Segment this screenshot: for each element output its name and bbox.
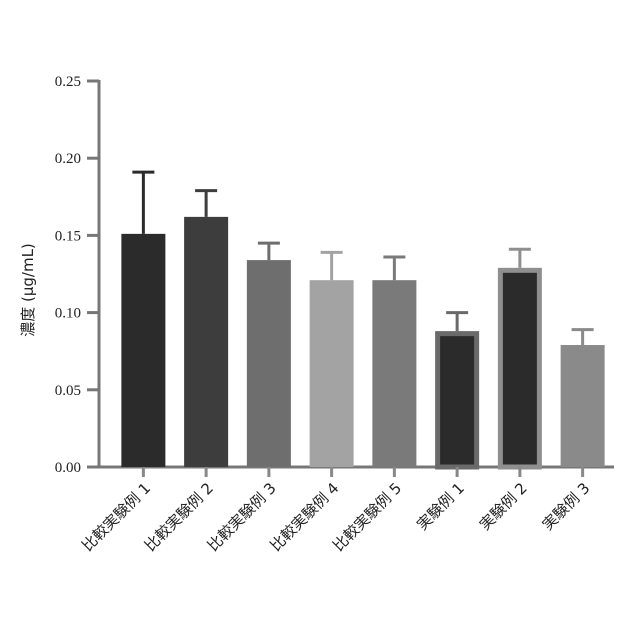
bar <box>121 234 165 467</box>
x-tick-labels: 比較実験例 1比較実験例 2比較実験例 3比較実験例 4比較実験例 5実験例 1… <box>78 467 593 555</box>
x-tick-label: 実験例 1 <box>413 479 468 534</box>
bar <box>184 217 228 467</box>
bar <box>561 345 605 467</box>
y-ticks: 0.00 0.05 0.10 0.15 0.20 0.25 <box>55 74 99 476</box>
bar <box>372 280 416 467</box>
x-tick-label: 実験例 3 <box>539 479 594 534</box>
y-axis-title: 濃度 (μg/mL) <box>19 243 37 337</box>
bar <box>310 280 354 467</box>
bar <box>500 270 539 467</box>
bar <box>438 334 477 467</box>
y-tick-label: 0.15 <box>55 228 81 244</box>
x-tick-label: 実験例 2 <box>476 479 531 534</box>
bar <box>247 260 291 467</box>
y-tick-label: 0.25 <box>55 74 81 90</box>
y-tick-label: 0.10 <box>55 306 81 322</box>
bars <box>121 217 604 467</box>
y-tick-label: 0.20 <box>55 151 81 167</box>
y-tick-label: 0.05 <box>55 383 81 399</box>
y-tick-label: 0.00 <box>55 460 81 476</box>
